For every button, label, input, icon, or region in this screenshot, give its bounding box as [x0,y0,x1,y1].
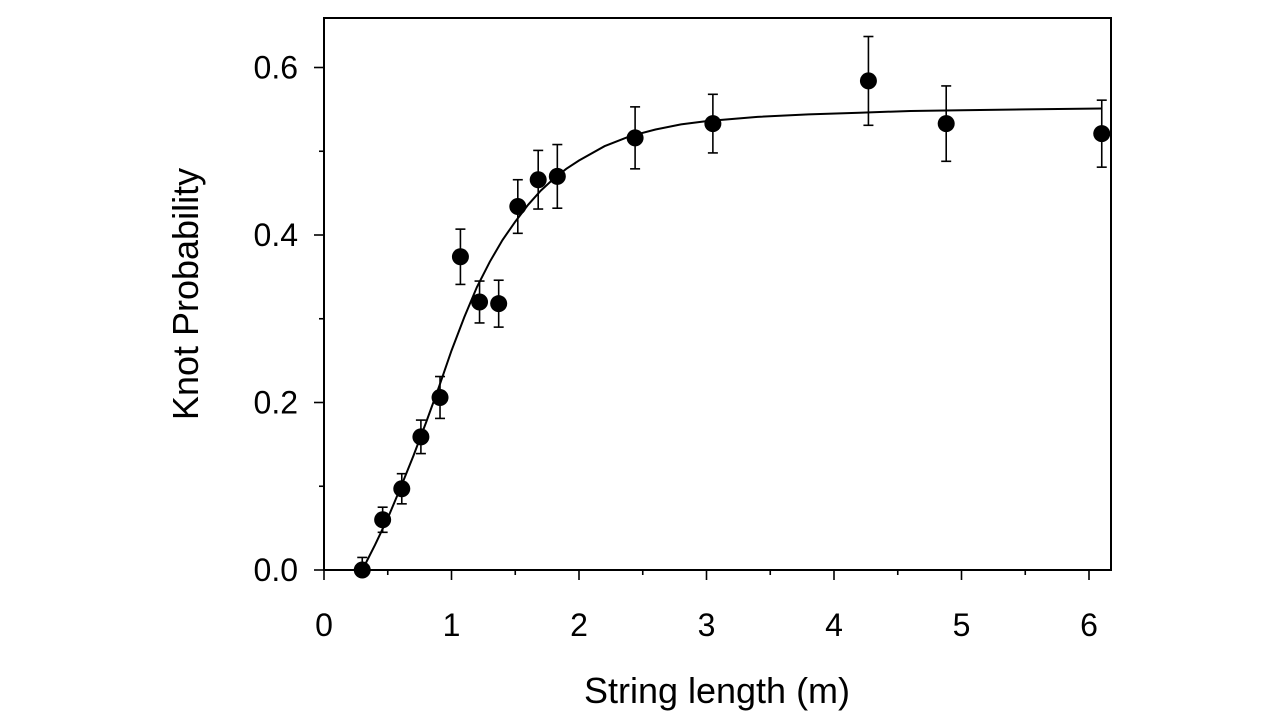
x-tick-label: 4 [825,607,843,643]
x-tick-label: 6 [1080,607,1098,643]
plot-area-frame [323,17,1112,571]
data-point [529,171,547,189]
x-axis-title: String length (m) [584,670,850,711]
x-tick-label: 2 [570,607,588,643]
data-point [471,293,489,311]
data-point [353,561,371,579]
y-tick-label: 0.0 [254,552,298,588]
y-axis-ticks: 0.0 0.2 0.4 0.6 [254,50,324,588]
data-point [431,388,449,406]
data-point [374,511,392,529]
fit-curve-layer [361,107,1102,571]
fit-curve [361,107,1102,571]
data-point [704,115,722,133]
x-axis-ticks: 0 1 2 3 4 5 6 [315,570,1098,643]
y-axis-title: Knot Probability [165,168,206,420]
data-points-layer [353,72,1111,579]
data-point [490,295,508,313]
y-tick-label: 0.2 [254,385,298,421]
data-point [393,480,411,498]
x-tick-label: 0 [315,607,333,643]
data-point [859,72,877,90]
y-tick-label: 0.4 [254,217,298,253]
data-point [937,115,955,133]
x-tick-label: 5 [953,607,971,643]
x-tick-label: 3 [698,607,716,643]
data-point [509,198,527,216]
data-point [412,428,430,446]
data-point [451,248,469,266]
y-tick-label: 0.6 [254,50,298,86]
x-tick-label: 1 [443,607,461,643]
data-point [548,167,566,185]
data-point [626,129,644,147]
data-point [1093,125,1111,143]
